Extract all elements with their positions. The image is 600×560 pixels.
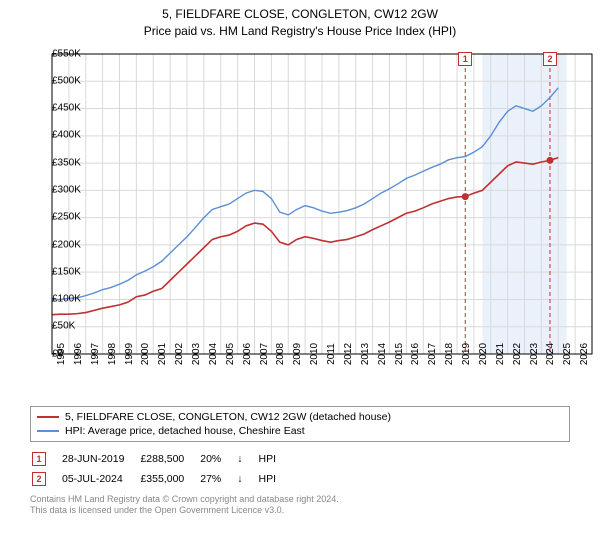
- event-pct: 20%: [200, 450, 235, 468]
- x-tick-label: 2013: [356, 342, 371, 364]
- x-tick-label: 1996: [69, 342, 84, 364]
- page-title: 5, FIELDFARE CLOSE, CONGLETON, CW12 2GW: [0, 0, 600, 23]
- x-tick-label: 2020: [474, 342, 489, 364]
- x-tick-label: 2019: [457, 342, 472, 364]
- x-tick-label: 2003: [187, 342, 202, 364]
- x-tick-label: 2000: [136, 342, 151, 364]
- x-tick-label: 2014: [373, 342, 388, 364]
- x-tick-label: 2012: [339, 342, 354, 364]
- x-tick-label: 1998: [103, 342, 118, 364]
- price-chart: £0£50K£100K£150K£200K£250K£300K£350K£400…: [8, 48, 592, 400]
- x-tick-label: 2017: [423, 342, 438, 364]
- event-arrow: ↓: [237, 450, 256, 468]
- x-tick-label: 2008: [271, 342, 286, 364]
- x-tick-label: 2002: [170, 342, 185, 364]
- x-tick-label: 2022: [508, 342, 523, 364]
- y-tick-label: £50K: [52, 321, 56, 332]
- x-tick-label: 1995: [52, 342, 67, 364]
- chart-svg: [8, 48, 600, 364]
- y-tick-label: £350K: [52, 157, 56, 168]
- event-vs: HPI: [259, 470, 291, 488]
- legend-swatch: [37, 416, 59, 418]
- events-table: 1 28-JUN-2019 £288,500 20% ↓ HPI 2 05-JU…: [30, 448, 292, 490]
- x-tick-label: 2024: [541, 342, 556, 364]
- y-tick-label: £500K: [52, 75, 56, 86]
- y-tick-label: £100K: [52, 294, 56, 305]
- x-tick-label: 1997: [86, 342, 101, 364]
- event-date: 28-JUN-2019: [62, 450, 138, 468]
- footer-line: Contains HM Land Registry data © Crown c…: [30, 494, 570, 506]
- x-tick-label: 2006: [238, 342, 253, 364]
- x-tick-label: 1999: [120, 342, 135, 364]
- x-tick-label: 2001: [153, 342, 168, 364]
- x-tick-label: 2025: [558, 342, 573, 364]
- event-pct: 27%: [200, 470, 235, 488]
- legend-row-property: 5, FIELDFARE CLOSE, CONGLETON, CW12 2GW …: [37, 410, 563, 424]
- legend: 5, FIELDFARE CLOSE, CONGLETON, CW12 2GW …: [30, 406, 570, 442]
- y-tick-label: £250K: [52, 212, 56, 223]
- event-marker-icon: 2: [32, 472, 46, 486]
- legend-label: 5, FIELDFARE CLOSE, CONGLETON, CW12 2GW …: [65, 411, 391, 423]
- event-arrow: ↓: [237, 470, 256, 488]
- y-tick-label: £200K: [52, 239, 56, 250]
- y-tick-label: £550K: [52, 48, 56, 59]
- chart-marker-icon: 1: [458, 52, 472, 66]
- footer: Contains HM Land Registry data © Crown c…: [30, 494, 570, 517]
- event-row: 1 28-JUN-2019 £288,500 20% ↓ HPI: [32, 450, 290, 468]
- event-date: 05-JUL-2024: [62, 470, 138, 488]
- x-tick-label: 2023: [525, 342, 540, 364]
- y-tick-label: £300K: [52, 184, 56, 195]
- y-tick-label: £150K: [52, 266, 56, 277]
- legend-label: HPI: Average price, detached house, Ches…: [65, 425, 305, 437]
- x-tick-label: 2011: [322, 343, 337, 365]
- event-price: £288,500: [140, 450, 198, 468]
- event-price: £355,000: [140, 470, 198, 488]
- event-vs: HPI: [259, 450, 291, 468]
- y-tick-label: £450K: [52, 103, 56, 114]
- x-tick-label: 2009: [288, 342, 303, 364]
- y-tick-label: £400K: [52, 130, 56, 141]
- event-marker-icon: 1: [32, 452, 46, 466]
- x-tick-label: 2007: [255, 342, 270, 364]
- x-tick-label: 2018: [440, 342, 455, 364]
- page-subtitle: Price paid vs. HM Land Registry's House …: [0, 23, 600, 40]
- legend-swatch: [37, 430, 59, 432]
- x-tick-label: 2016: [406, 342, 421, 364]
- event-row: 2 05-JUL-2024 £355,000 27% ↓ HPI: [32, 470, 290, 488]
- x-tick-label: 2005: [221, 342, 236, 364]
- legend-row-hpi: HPI: Average price, detached house, Ches…: [37, 424, 563, 438]
- footer-line: This data is licensed under the Open Gov…: [30, 505, 570, 517]
- x-tick-label: 2004: [204, 342, 219, 364]
- x-tick-label: 2021: [491, 342, 506, 364]
- x-tick-label: 2010: [305, 342, 320, 364]
- x-tick-label: 2026: [575, 342, 590, 364]
- x-tick-label: 2015: [390, 342, 405, 364]
- chart-marker-icon: 2: [543, 52, 557, 66]
